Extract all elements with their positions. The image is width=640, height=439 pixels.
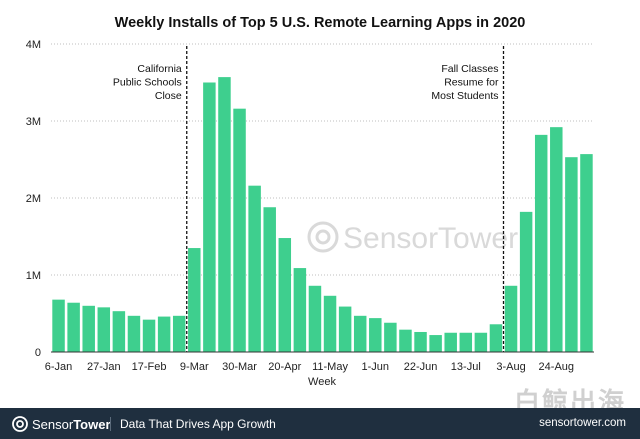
footer-tagline: Data That Drives App Growth <box>120 417 276 431</box>
x-tick-label: 6-Jan <box>45 361 73 373</box>
y-ticks: 0 1M 2M 3M 4M <box>26 39 41 359</box>
x-tick-label: 30-Mar <box>222 361 257 373</box>
chart-title: Weekly Installs of Top 5 U.S. Remote Lea… <box>115 15 526 31</box>
bar <box>474 332 488 352</box>
x-tick-label: 11-May <box>312 361 348 373</box>
bar <box>550 127 563 352</box>
bar <box>519 211 533 352</box>
bar <box>308 285 322 352</box>
x-tick-label: 24-Aug <box>539 361 574 373</box>
bar <box>353 315 367 352</box>
bar <box>444 332 457 352</box>
x-tick-label: 1-Jun <box>362 361 390 373</box>
annotation-text: Public Schools <box>113 77 182 89</box>
bar <box>127 315 141 352</box>
bars <box>52 77 593 353</box>
bar <box>278 238 292 352</box>
bar <box>218 77 231 353</box>
bar <box>489 324 503 352</box>
sensortower-logo-icon <box>12 416 28 432</box>
bar <box>459 332 473 352</box>
y-tick-label: 0 <box>35 347 41 359</box>
bar <box>233 108 246 353</box>
bar <box>429 335 442 352</box>
bar <box>142 319 156 352</box>
footer-url[interactable]: sensortower.com <box>539 417 626 429</box>
bar <box>504 285 518 352</box>
bar <box>97 307 111 352</box>
footer-separator <box>110 417 111 431</box>
gridlines <box>51 43 594 276</box>
bar <box>534 134 548 352</box>
x-tick-label: 3-Aug <box>496 361 525 373</box>
bar <box>580 154 593 352</box>
bar <box>293 268 307 352</box>
bar <box>323 295 337 352</box>
bar <box>52 299 65 352</box>
bar <box>565 157 578 352</box>
bar <box>82 305 95 352</box>
bar <box>263 207 276 352</box>
annotation-text: California <box>137 63 182 75</box>
footer-brand-tower: Tower <box>73 416 111 432</box>
bar <box>384 322 397 352</box>
y-tick-label: 4M <box>26 39 41 51</box>
y-tick-label: 1M <box>26 270 41 282</box>
x-ticks: 6-Jan 27-Jan 17-Feb 9-Mar 30-Mar 20-Apr 11-May… <box>45 361 574 373</box>
x-axis-label: Week <box>308 376 336 388</box>
x-tick-label: 13-Jul <box>451 361 481 373</box>
footer: Sensor Tower Data That Drives App Growth … <box>0 408 640 439</box>
bar <box>248 185 261 352</box>
annotation-text: Most Students <box>431 90 498 102</box>
bar <box>67 302 80 352</box>
x-tick-label: 20-Apr <box>268 361 301 373</box>
annotation-text: Fall Classes <box>441 63 498 75</box>
annotation-text: Resume for <box>444 77 499 89</box>
bar <box>203 82 216 352</box>
watermark: SensorTower <box>307 221 518 255</box>
y-tick-label: 2M <box>26 193 41 205</box>
y-tick-label: 3M <box>26 116 41 128</box>
x-tick-label: 27-Jan <box>87 361 121 373</box>
x-tick-label: 22-Jun <box>404 361 438 373</box>
watermark-logo-icon <box>307 221 339 253</box>
annotation-text: Close <box>155 90 182 102</box>
bar <box>369 318 382 352</box>
chart: Weekly Installs of Top 5 U.S. Remote Lea… <box>26 15 594 388</box>
bar <box>172 315 186 352</box>
footer-brand: Sensor Tower <box>12 415 111 433</box>
bar <box>399 329 412 352</box>
watermark-text: SensorTower <box>343 222 518 255</box>
x-tick-label: 17-Feb <box>132 361 167 373</box>
x-tick-label: 9-Mar <box>180 361 209 373</box>
footer-brand-sensor: Sensor <box>32 416 74 432</box>
bar <box>112 311 126 352</box>
bar <box>414 331 427 352</box>
bar <box>338 306 352 352</box>
bar <box>157 316 171 352</box>
bar <box>188 248 201 352</box>
